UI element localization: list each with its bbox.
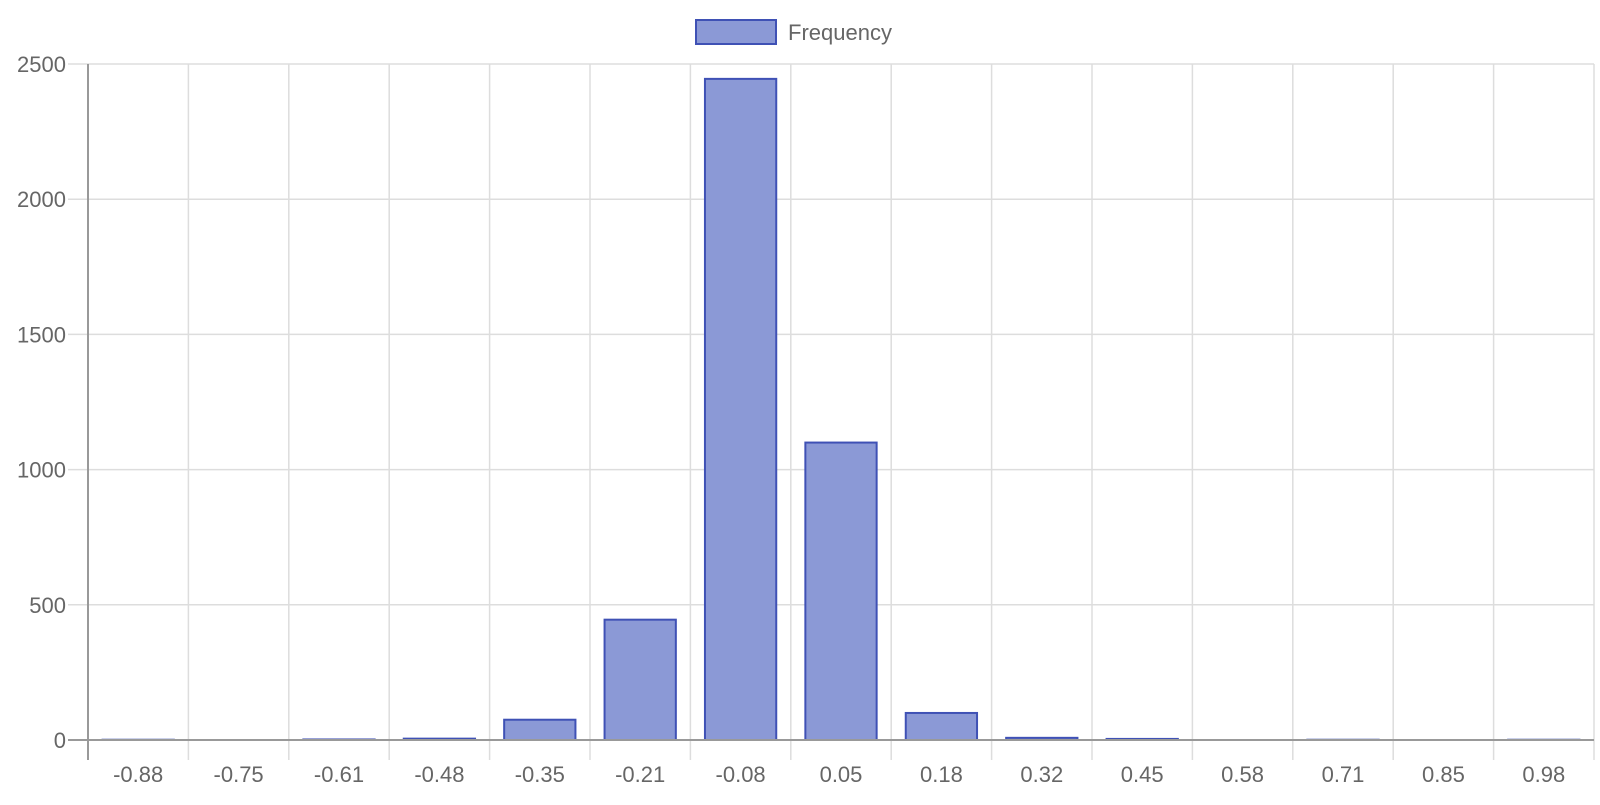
bar-0.18 <box>906 713 977 740</box>
x-tick-label: 0.98 <box>1522 762 1565 787</box>
x-tick-label: -0.88 <box>113 762 163 787</box>
y-tick-label: 0 <box>54 728 66 753</box>
legend[interactable]: Frequency <box>696 20 892 45</box>
x-tick-label: -0.61 <box>314 762 364 787</box>
x-tick-label: 0.45 <box>1121 762 1164 787</box>
bar--0.08 <box>705 79 776 740</box>
x-tick-label: 0.85 <box>1422 762 1465 787</box>
y-tick-label: 2500 <box>17 52 66 77</box>
y-tick-label: 1500 <box>17 322 66 347</box>
x-tick-label: -0.08 <box>716 762 766 787</box>
y-tick-label: 1000 <box>17 458 66 483</box>
x-tick-label: -0.21 <box>615 762 665 787</box>
y-tick-label: 2000 <box>17 187 66 212</box>
x-axis-tick-labels: -0.88 -0.75 -0.61 -0.48 -0.35 -0.21 -0.08 0.05 0… <box>113 762 1565 787</box>
y-tick-label: 500 <box>29 593 66 618</box>
x-tick-label: -0.48 <box>414 762 464 787</box>
x-tick-label: 0.71 <box>1322 762 1365 787</box>
bar--0.21 <box>605 620 676 740</box>
x-tick-label: -0.35 <box>515 762 565 787</box>
x-tick-label: 0.18 <box>920 762 963 787</box>
legend-label-frequency: Frequency <box>788 20 892 45</box>
x-tick-label: 0.05 <box>820 762 863 787</box>
y-axis-tick-labels: 0 500 1000 1500 2000 2500 <box>17 52 66 753</box>
x-tick-label: -0.75 <box>214 762 264 787</box>
bars <box>103 79 1580 740</box>
bar-0.05 <box>805 443 876 740</box>
x-tick-label: 0.58 <box>1221 762 1264 787</box>
bar--0.35 <box>504 720 575 740</box>
legend-swatch-frequency <box>696 20 776 44</box>
x-tick-label: 0.32 <box>1020 762 1063 787</box>
